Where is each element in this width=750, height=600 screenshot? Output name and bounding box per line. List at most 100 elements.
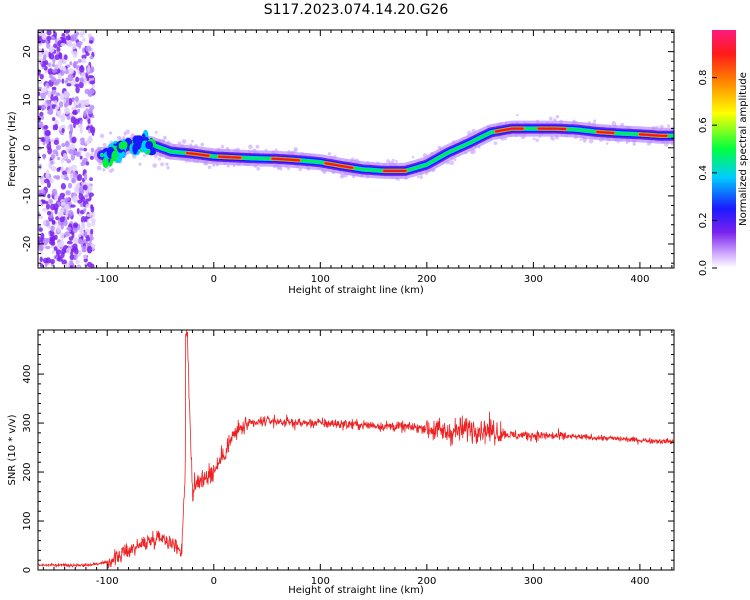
spectrogram-halo-cell xyxy=(102,143,107,148)
spectrogram-noise-cell xyxy=(78,81,84,89)
spectrogram-noise-cell xyxy=(84,140,91,145)
spectrogram-noise-cell xyxy=(40,92,46,100)
spectrogram-noise-cell xyxy=(61,259,67,265)
spectrogram-halo-cell xyxy=(667,124,671,128)
spectrogram-noise-cell xyxy=(89,155,94,160)
spectrogram-halo-cell xyxy=(555,114,560,119)
spectrogram-noise-cell xyxy=(79,79,85,83)
spectrogram-halo-cell xyxy=(177,141,182,145)
spectrogram-halo-cell xyxy=(416,175,420,179)
spectrogram-halo-cell xyxy=(110,168,115,172)
spectrogram-noise-cell xyxy=(75,104,79,109)
spectrogram-noise-cell xyxy=(64,106,70,115)
spectrogram-y-tick-label: -20 xyxy=(22,236,33,252)
spectrogram-noise-cell xyxy=(72,243,78,250)
spectrogram-halo-cell xyxy=(504,137,508,141)
spectrogram-noise-cell xyxy=(79,99,86,104)
spectrogram-noise-cell xyxy=(47,68,54,75)
spectrogram-halo-cell xyxy=(108,131,113,135)
spectrogram-noise-cell xyxy=(88,89,95,94)
spectrogram-noise-cell xyxy=(44,85,48,92)
spectrogram-noise-cell xyxy=(53,246,58,251)
spectrogram-noise-cell xyxy=(59,208,64,213)
spectrogram-noise-cell xyxy=(46,169,50,176)
snr-y-tick-label: 100 xyxy=(22,511,33,530)
spectrogram-noise-cell xyxy=(69,132,73,140)
snr-x-tick-label: 100 xyxy=(311,576,330,587)
spectrogram-halo-cell xyxy=(298,167,302,172)
spectrogram-noise-cell xyxy=(78,102,82,108)
spectrogram-noise-cell xyxy=(70,149,77,155)
spectrogram-noise-cell xyxy=(66,226,72,231)
spectrogram-noise-cell xyxy=(44,129,51,137)
spectrogram-noise-cell xyxy=(38,48,42,52)
spectrogram-noise-cell xyxy=(83,173,88,181)
spectrogram-noise-cell xyxy=(81,54,87,60)
spectrogram-noise-cell xyxy=(39,61,43,65)
spectrogram-noise-cell xyxy=(77,234,82,238)
snr-y-tick-label: 300 xyxy=(22,414,33,433)
spectrogram-noise-cell xyxy=(42,50,49,55)
spectrogram-noise-cell xyxy=(40,115,45,120)
spectrogram-noise-cell xyxy=(51,86,57,91)
spectrogram-halo-cell xyxy=(163,135,166,139)
spectrogram-halo-cell xyxy=(532,137,536,141)
spectrogram-noise-cell xyxy=(38,243,44,252)
spectrogram-noise-cell xyxy=(50,225,55,232)
spectrogram-noise-cell xyxy=(71,177,77,184)
spectrogram-noise-cell xyxy=(89,177,93,182)
spectrogram-noise-cell xyxy=(82,254,88,260)
spectrogram-noise-cell xyxy=(67,40,73,48)
spectrogram-y-tick-label: 0 xyxy=(22,145,33,151)
spectrogram-noise-cell xyxy=(62,152,67,160)
spectrogram-noise-cell xyxy=(38,80,43,84)
spectrogram-noise-cell xyxy=(46,30,52,36)
spectrogram-noise-cell xyxy=(45,245,51,250)
spectrogram-noise-cell xyxy=(50,258,55,265)
spectrogram-noise-cell xyxy=(62,59,67,65)
spectrogram-noise-cell xyxy=(54,54,60,61)
spectrogram-noise-cell xyxy=(75,259,80,264)
spectrogram-noise-cell xyxy=(38,142,41,146)
spectrogram-x-tick-label: -100 xyxy=(96,274,119,285)
spectrogram-noise-cell xyxy=(86,222,92,228)
spectrogram-noise-cell xyxy=(72,227,78,234)
colorbar-tick-label: 0.2 xyxy=(698,212,709,228)
spectrogram-x-tick-label: 0 xyxy=(211,274,217,285)
spectrogram-noise-cell xyxy=(47,193,51,199)
spectrogram-halo-cell xyxy=(391,158,395,163)
spectrogram-noise-cell xyxy=(75,85,80,94)
spectrogram-noise-cell xyxy=(61,37,67,42)
spectrogram-noise-cell xyxy=(86,213,92,217)
colorbar-tick-label: 0.0 xyxy=(698,260,709,276)
spectrogram-noise-cell xyxy=(58,101,64,108)
spectrogram-noise-cell xyxy=(79,64,84,70)
colorbar-tick-label: 0.4 xyxy=(698,165,709,181)
spectrogram-halo-cell xyxy=(632,142,637,146)
spectrogram-noise-cell xyxy=(85,236,91,242)
spectrogram-noise-cell xyxy=(89,80,95,85)
spectrogram-noise-cell xyxy=(41,32,47,41)
spectrogram-noise-cell xyxy=(77,199,82,204)
spectrogram-noise-cell xyxy=(88,75,94,79)
spectrogram-halo-cell xyxy=(605,142,609,145)
spectrogram-noise-cell xyxy=(60,232,65,240)
chart-title: S117.2023.074.14.20.G26 xyxy=(264,2,449,18)
spectrogram-halo-cell xyxy=(256,166,261,171)
spectrogram-halo-cell xyxy=(102,168,106,172)
spectrogram-noise-cell xyxy=(77,124,83,129)
spectrogram-halo-cell xyxy=(132,154,137,159)
snr-axes: -100 0 100 200 300 400 0 100 200 300 400 xyxy=(22,330,674,587)
spectrogram-noise-cell xyxy=(38,236,42,243)
spectrogram-x-tick-label: 200 xyxy=(417,274,436,285)
spectrogram-halo-cell xyxy=(453,158,457,162)
spectrogram-noise-cell xyxy=(66,247,72,254)
snr-frame xyxy=(37,329,675,571)
spectrogram-noise-cell xyxy=(61,78,65,84)
spectrogram-noise-cell xyxy=(87,261,93,268)
spectrogram-noise-cell xyxy=(60,175,65,179)
spectrogram-blob xyxy=(132,142,138,155)
colorbar-tick-label: 0.8 xyxy=(698,70,709,86)
spectrogram-noise-cell xyxy=(39,73,44,80)
